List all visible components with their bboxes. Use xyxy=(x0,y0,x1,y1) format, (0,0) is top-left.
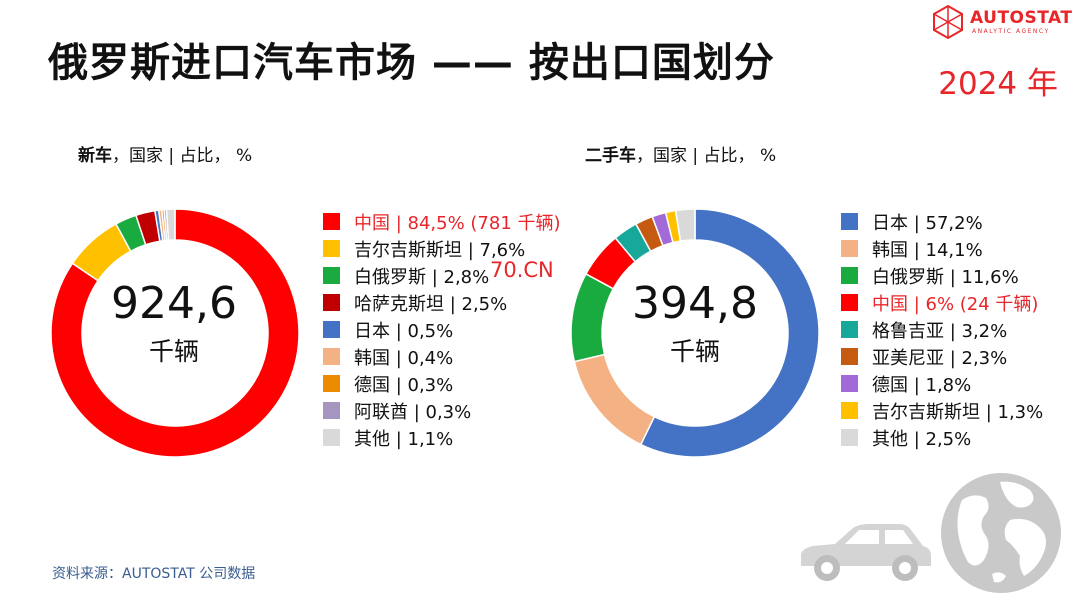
used-cars-legend-item: 其他 | 2,5% xyxy=(841,424,1043,451)
used-cars-legend-swatch xyxy=(841,429,858,446)
used-cars-legend-swatch xyxy=(841,348,858,365)
new-cars-subtitle: 新车，国家 | 占比， % xyxy=(78,141,252,166)
new-cars-donut-chart xyxy=(50,208,300,458)
used-cars-legend-swatch xyxy=(841,213,858,230)
new-cars-legend-item: 吉尔吉斯斯坦 | 7,6% xyxy=(323,235,561,262)
new-cars-legend-item: 德国 | 0,3% xyxy=(323,370,561,397)
new-cars-legend-label: 中国 | 84,5% (781 千辆) xyxy=(354,212,561,234)
autostat-logo: AUTOSTAT ANALYTIC AGENCY xyxy=(930,4,1073,42)
used-cars-subtitle-bold: 二手车 xyxy=(585,146,636,166)
new-cars-subtitle-bold: 新车 xyxy=(78,146,112,166)
used-cars-subtitle: 二手车，国家 | 占比， % xyxy=(585,141,776,166)
used-cars-legend-label: 亚美尼亚 | 2,3% xyxy=(872,347,1008,369)
new-cars-legend-label: 德国 | 0,3% xyxy=(354,374,454,396)
new-cars-legend-label: 吉尔吉斯斯坦 | 7,6% xyxy=(354,239,526,261)
used-cars-legend-item: 韩国 | 14,1% xyxy=(841,235,1043,262)
year-label: 2024 年 xyxy=(938,66,1058,102)
new-cars-legend-label: 白俄罗斯 | 2,8% xyxy=(354,266,490,288)
new-cars-legend-item: 日本 | 0,5% xyxy=(323,316,561,343)
used-cars-legend-label: 韩国 | 14,1% xyxy=(872,239,983,261)
new-cars-legend-swatch xyxy=(323,321,340,338)
globe-icon xyxy=(941,473,1061,593)
used-cars-legend-label: 日本 | 57,2% xyxy=(872,212,983,234)
new-cars-legend-item: 哈萨克斯坦 | 2,5% xyxy=(323,289,561,316)
autostat-logo-icon xyxy=(933,4,963,40)
new-cars-legend-label: 韩国 | 0,4% xyxy=(354,347,454,369)
new-cars-slice-0 xyxy=(50,208,300,458)
used-cars-legend-swatch xyxy=(841,402,858,419)
used-cars-legend-item: 德国 | 1,8% xyxy=(841,370,1043,397)
used-cars-legend-swatch xyxy=(841,321,858,338)
new-cars-legend-swatch xyxy=(323,402,340,419)
new-cars-legend-item: 中国 | 84,5% (781 千辆) xyxy=(323,208,561,235)
new-cars-legend-item: 其他 | 1,1% xyxy=(323,424,561,451)
used-cars-legend-swatch xyxy=(841,267,858,284)
page-title: 俄罗斯进口汽车市场 —— 按出口国划分 xyxy=(48,40,775,86)
used-cars-donut-chart xyxy=(570,208,820,458)
used-cars-slice-0 xyxy=(639,208,820,458)
logo-text: AUTOSTAT xyxy=(970,8,1073,28)
used-cars-legend-swatch xyxy=(841,375,858,392)
used-cars-legend-label: 格鲁吉亚 | 3,2% xyxy=(872,320,1008,342)
used-cars-legend-item: 日本 | 57,2% xyxy=(841,208,1043,235)
car-icon xyxy=(801,524,931,581)
used-cars-legend-swatch xyxy=(841,240,858,257)
new-cars-legend-swatch xyxy=(323,375,340,392)
new-cars-legend-swatch xyxy=(323,429,340,446)
new-cars-legend-item: 阿联酋 | 0,3% xyxy=(323,397,561,424)
source-note: 资料来源：AUTOSTAT 公司数据 xyxy=(52,566,256,582)
used-cars-legend-label: 中国 | 6% (24 千辆) xyxy=(872,293,1039,315)
new-cars-legend-label: 阿联酋 | 0,3% xyxy=(354,401,472,423)
used-cars-legend-label: 吉尔吉斯斯坦 | 1,3% xyxy=(872,401,1044,423)
new-cars-legend-item: 白俄罗斯 | 2,8% xyxy=(323,262,561,289)
new-cars-legend-label: 哈萨克斯坦 | 2,5% xyxy=(354,293,508,315)
new-cars-legend-label: 其他 | 1,1% xyxy=(354,428,454,450)
used-cars-legend-item: 白俄罗斯 | 11,6% xyxy=(841,262,1043,289)
new-cars-legend-swatch xyxy=(323,294,340,311)
used-cars-legend-label: 白俄罗斯 | 11,6% xyxy=(872,266,1019,288)
new-cars-subtitle-rest: ，国家 | 占比， % xyxy=(112,146,253,166)
used-cars-total-unit: 千辆 xyxy=(669,337,720,366)
used-cars-legend-item: 格鲁吉亚 | 3,2% xyxy=(841,316,1043,343)
new-cars-total-value: 924,6 xyxy=(111,278,237,329)
used-cars-legend-label: 其他 | 2,5% xyxy=(872,428,972,450)
watermark-text: 70.CN xyxy=(490,258,554,282)
new-cars-legend-swatch xyxy=(323,240,340,257)
new-cars-total-unit: 千辆 xyxy=(148,337,199,366)
used-cars-slice-8 xyxy=(674,208,696,243)
logo-subtext: ANALYTIC AGENCY xyxy=(972,28,1050,35)
used-cars-total-value: 394,8 xyxy=(632,278,758,329)
used-cars-legend-label: 德国 | 1,8% xyxy=(872,374,972,396)
new-cars-slice-8 xyxy=(165,208,176,242)
used-cars-legend-item: 亚美尼亚 | 2,3% xyxy=(841,343,1043,370)
new-cars-legend-label: 日本 | 0,5% xyxy=(354,320,454,342)
new-cars-legend-item: 韩国 | 0,4% xyxy=(323,343,561,370)
used-cars-subtitle-rest: ，国家 | 占比， % xyxy=(636,146,777,166)
new-cars-legend-swatch xyxy=(323,348,340,365)
used-cars-legend-swatch xyxy=(841,294,858,311)
used-cars-legend-item: 中国 | 6% (24 千辆) xyxy=(841,289,1043,316)
used-cars-legend-item: 吉尔吉斯斯坦 | 1,3% xyxy=(841,397,1043,424)
new-cars-legend: 中国 | 84,5% (781 千辆) 吉尔吉斯斯坦 | 7,6% 白俄罗斯 | 2… xyxy=(323,208,561,451)
used-cars-legend: 日本 | 57,2% 韩国 | 14,1% 白俄罗斯 | 11,6% 中国 | 6% … xyxy=(841,208,1043,451)
new-cars-legend-swatch xyxy=(323,213,340,230)
new-cars-legend-swatch xyxy=(323,267,340,284)
